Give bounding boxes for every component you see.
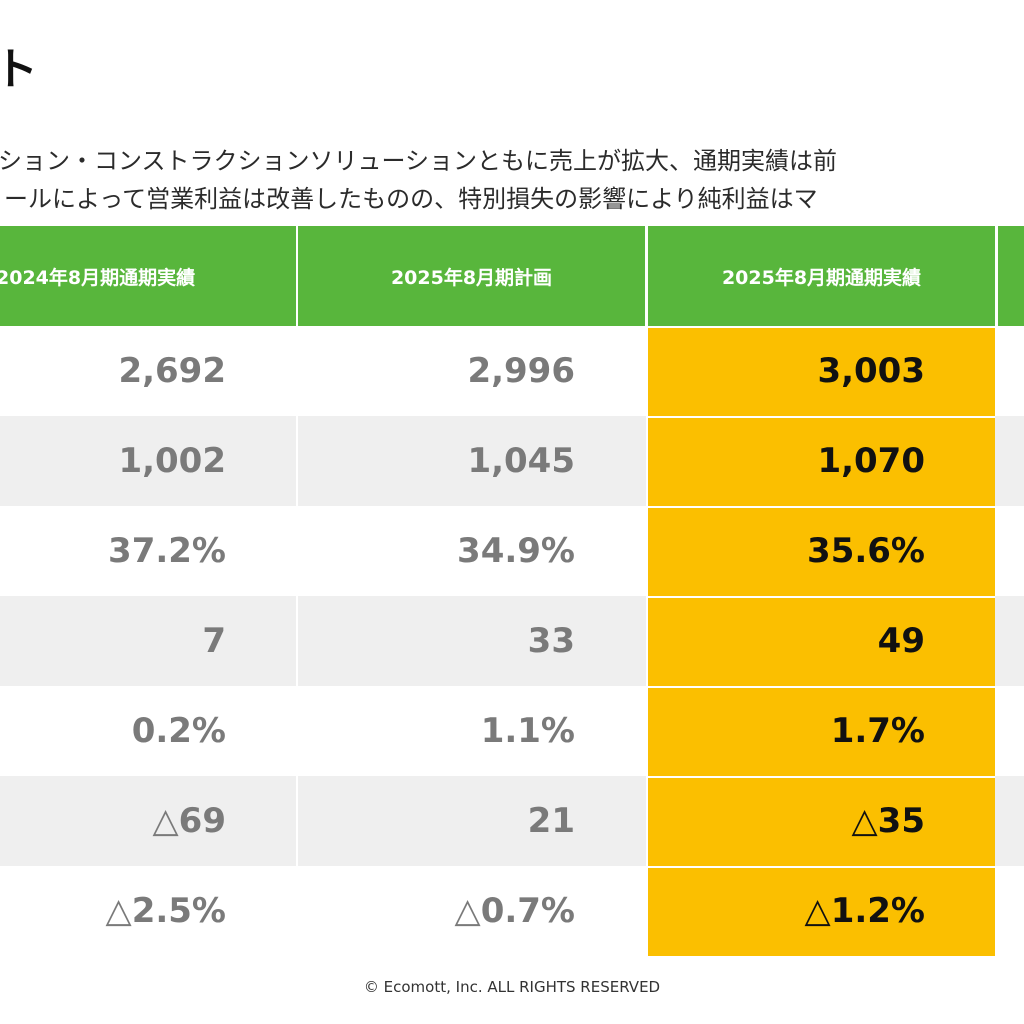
table-cell: 0.2% (131, 711, 226, 751)
table-cell: △1.2% (804, 891, 925, 931)
table-cell: 1,002 (118, 441, 226, 481)
column-divider (296, 776, 298, 866)
table-row: 2,692 2,996 (0, 326, 1024, 416)
column-divider (646, 596, 648, 686)
column-divider (646, 866, 648, 956)
table-cell: 34.9% (457, 531, 575, 571)
table-cell: 35.6% (807, 531, 925, 571)
table-row: △2.5% △0.7% (0, 866, 1024, 956)
table-cell: 3,003 (817, 351, 925, 391)
highlight-row-divider (648, 596, 995, 598)
highlight-row-divider (648, 776, 995, 778)
highlight-row-divider (648, 506, 995, 508)
description: ション・コンストラクションソリューションともに売上が拡大、通期実績は前 ールによ… (0, 142, 1024, 218)
table-cell: △69 (152, 801, 226, 841)
column-divider (296, 416, 298, 506)
highlight-row-divider (648, 686, 995, 688)
table-cell: 1,045 (467, 441, 575, 481)
fy2025-actual-highlight (648, 328, 995, 956)
copyright-footer: © Ecomott, Inc. ALL RIGHTS RESERVED (363, 978, 661, 996)
page-title: ト (0, 44, 38, 95)
column-divider (646, 686, 648, 776)
column-divider (296, 596, 298, 686)
table-cell: 21 (527, 801, 575, 841)
highlight-row-divider (648, 416, 995, 418)
table-cell: 49 (877, 621, 925, 661)
table-cell: 2,692 (118, 351, 226, 391)
table-cell: 37.2% (108, 531, 226, 571)
column-divider (296, 326, 298, 416)
column-divider (646, 776, 648, 866)
table-cell: 1,070 (817, 441, 925, 481)
table-row: 37.2% 34.9% (0, 506, 1024, 596)
table-cell: △35 (851, 801, 925, 841)
column-divider (646, 506, 648, 596)
table-cell: 7 (202, 621, 226, 661)
header-fy2025-plan: 2025年8月期計画 (298, 226, 645, 326)
description-line-2: ールによって営業利益は改善したものの、特別損失の影響により純利益はマ (4, 185, 818, 213)
table-cell: 1.1% (480, 711, 575, 751)
highlight-row-divider (648, 866, 995, 868)
column-divider (646, 416, 648, 506)
results-table: 2024年8月期通期実績 2025年8月期計画 2025年8月期通期実績 2,6… (0, 226, 1024, 956)
description-line-1: ション・コンストラクションソリューションともに売上が拡大、通期実績は前 (0, 147, 838, 175)
header-next-column (998, 226, 1024, 326)
table-cell: 2,996 (467, 351, 575, 391)
header-fy2025-actual: 2025年8月期通期実績 (648, 226, 995, 326)
header-fy2024-actual: 2024年8月期通期実績 (0, 226, 296, 326)
column-divider (296, 866, 298, 956)
table-cell: △2.5% (105, 891, 226, 931)
column-divider (296, 686, 298, 776)
column-divider (296, 506, 298, 596)
column-divider (646, 326, 648, 416)
table-cell: 33 (527, 621, 575, 661)
table-cell: 1.7% (830, 711, 925, 751)
table-cell: △0.7% (454, 891, 575, 931)
table-row: 0.2% 1.1% (0, 686, 1024, 776)
